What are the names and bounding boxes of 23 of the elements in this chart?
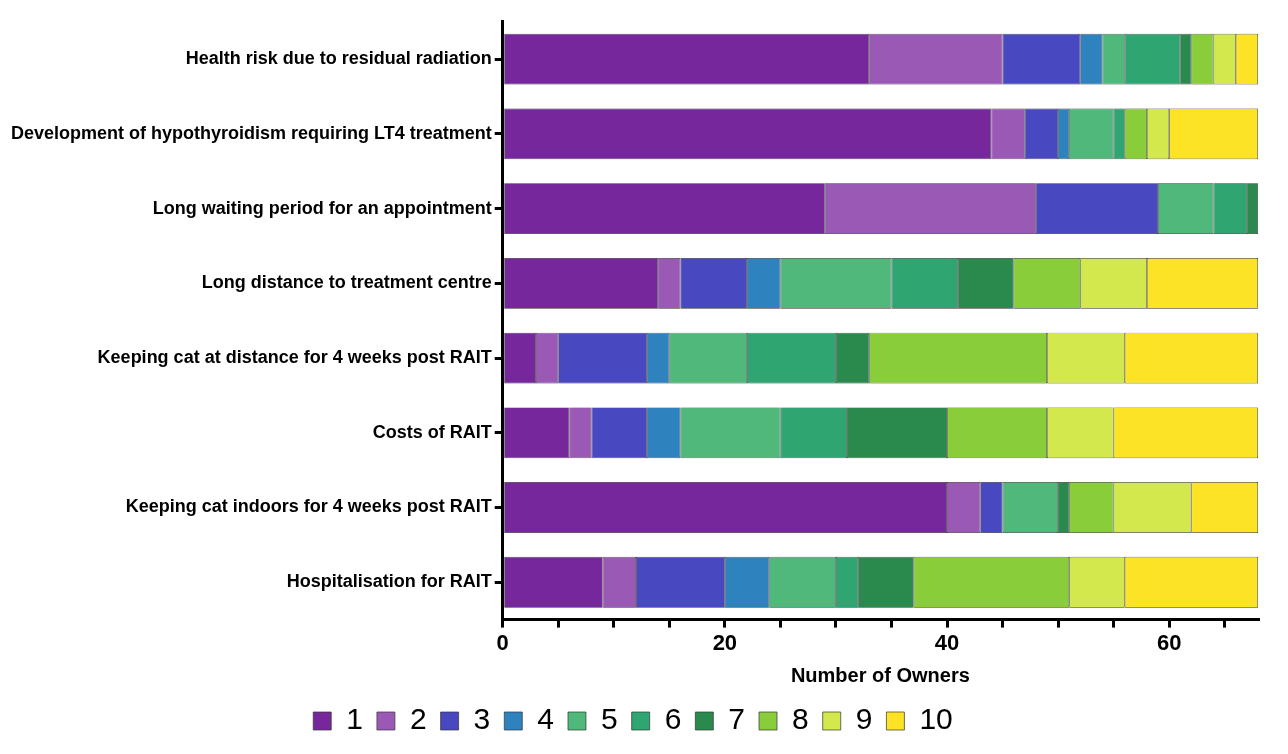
x-tick-label: 40 [934,629,960,655]
y-tick-label: Health risk due to residual radiation [185,48,492,69]
legend-label: 9 [855,702,873,736]
legend-label: 8 [792,702,809,736]
y-tick-label: Keeping cat at distance for 4 weeks post RAIT [97,347,492,368]
y-tick-label: Development of hypothyroidism requiring LT4 treatment [11,122,492,143]
x-tick-label: 20 [712,629,738,655]
y-tick-label: Costs of RAIT [372,421,492,442]
legend-label: 10 [919,702,953,736]
x-axis-title: Number of Owners [790,663,970,686]
y-tick-label: Long waiting period for an appointment [152,197,492,218]
x-tick-label: 0 [496,629,509,655]
legend-label: 3 [473,702,491,736]
legend-label: 7 [728,702,746,736]
legend-label: 4 [537,702,554,736]
y-tick-label: Hospitalisation for RAIT [286,571,492,592]
y-tick-label: Long distance to treatment centre [201,272,492,293]
legend-label: 2 [409,702,427,736]
legend-label: 5 [600,702,618,736]
x-tick-label: 60 [1156,629,1182,655]
y-tick-label: Keeping cat indoors for 4 weeks post RAIT [125,496,492,517]
legend-label: 1 [346,702,363,736]
legend-label: 6 [664,702,682,736]
